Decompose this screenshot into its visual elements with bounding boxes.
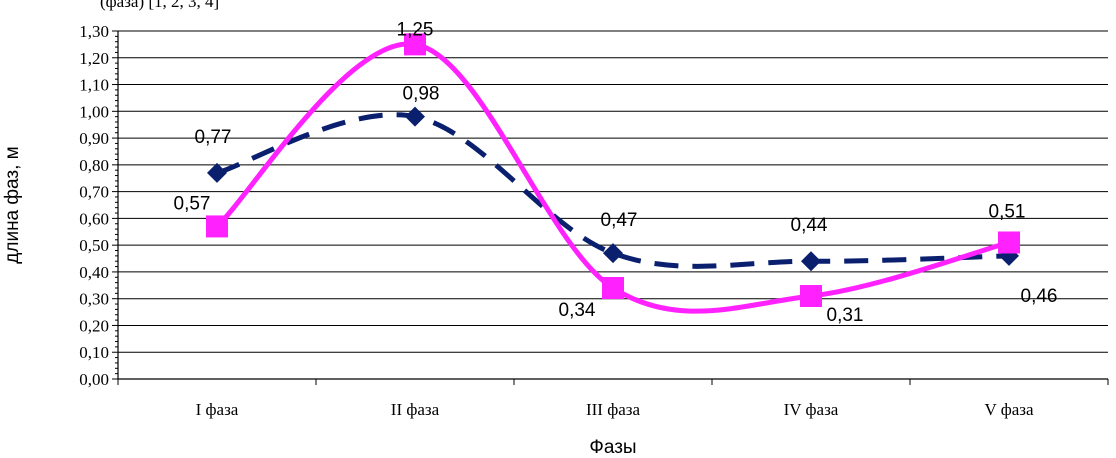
series-solid-data-label: 0,31 (827, 305, 864, 326)
series-dashed-point (405, 107, 425, 127)
top-text: (фаза) [1, 2, 3, 4] (100, 0, 219, 11)
series-solid-data-label: 0,34 (559, 300, 596, 321)
x-axis-title: Фазы (589, 437, 636, 458)
y-tick-label: 1,20 (79, 49, 109, 68)
series-dashed-point (207, 163, 227, 183)
series-solid-data-label: 0,51 (989, 201, 1026, 222)
y-tick-label: 0,40 (79, 263, 109, 282)
y-tick-label: 0,70 (79, 183, 109, 202)
series-solid-line (217, 44, 1009, 311)
x-category-label: V фаза (984, 400, 1033, 419)
series-solid-point (998, 231, 1020, 253)
axes: 0,00 0,10 0,20 0,30 0,40 0,50 0,60 0,70 0,80 0,90… (79, 22, 1108, 419)
series-solid-point (602, 277, 624, 299)
y-tick-label: 1,00 (79, 102, 109, 121)
series-dashed-point (801, 251, 821, 271)
x-category-label: III фаза (586, 400, 641, 419)
series-solid-point (800, 285, 822, 307)
series (206, 33, 1020, 311)
y-tick-label: 0,60 (79, 209, 109, 228)
series-solid-point (206, 215, 228, 237)
y-tick-label: 0,00 (79, 370, 109, 389)
grid (118, 31, 1108, 352)
y-tick-label: 0,80 (79, 156, 109, 175)
series-dashed-data-label: 0,44 (791, 215, 828, 236)
y-tick-label: 0,20 (79, 316, 109, 335)
series-dashed-data-label: 0,98 (403, 84, 440, 105)
series-dashed-data-label: 0,77 (195, 127, 232, 148)
y-tick-label: 0,90 (79, 129, 109, 148)
series-dashed-data-label: 0,47 (601, 210, 638, 231)
y-tick-label: 1,30 (79, 22, 109, 41)
series-dashed-data-label: 0,46 (1021, 286, 1058, 307)
series-solid-data-label: 1,25 (397, 19, 434, 40)
x-category-label: II фаза (391, 400, 440, 419)
y-tick-label: 0,50 (79, 236, 109, 255)
y-tick-label: 0,10 (79, 343, 109, 362)
y-axis-title: длина фаз, м (2, 146, 23, 263)
x-category-label: IV фаза (784, 400, 839, 419)
y-tick-label: 0,30 (79, 290, 109, 309)
y-tick-label: 1,10 (79, 76, 109, 95)
series-solid-data-label: 0,57 (174, 193, 211, 214)
x-category-label: I фаза (196, 400, 239, 419)
series-dashed-point (603, 243, 623, 263)
